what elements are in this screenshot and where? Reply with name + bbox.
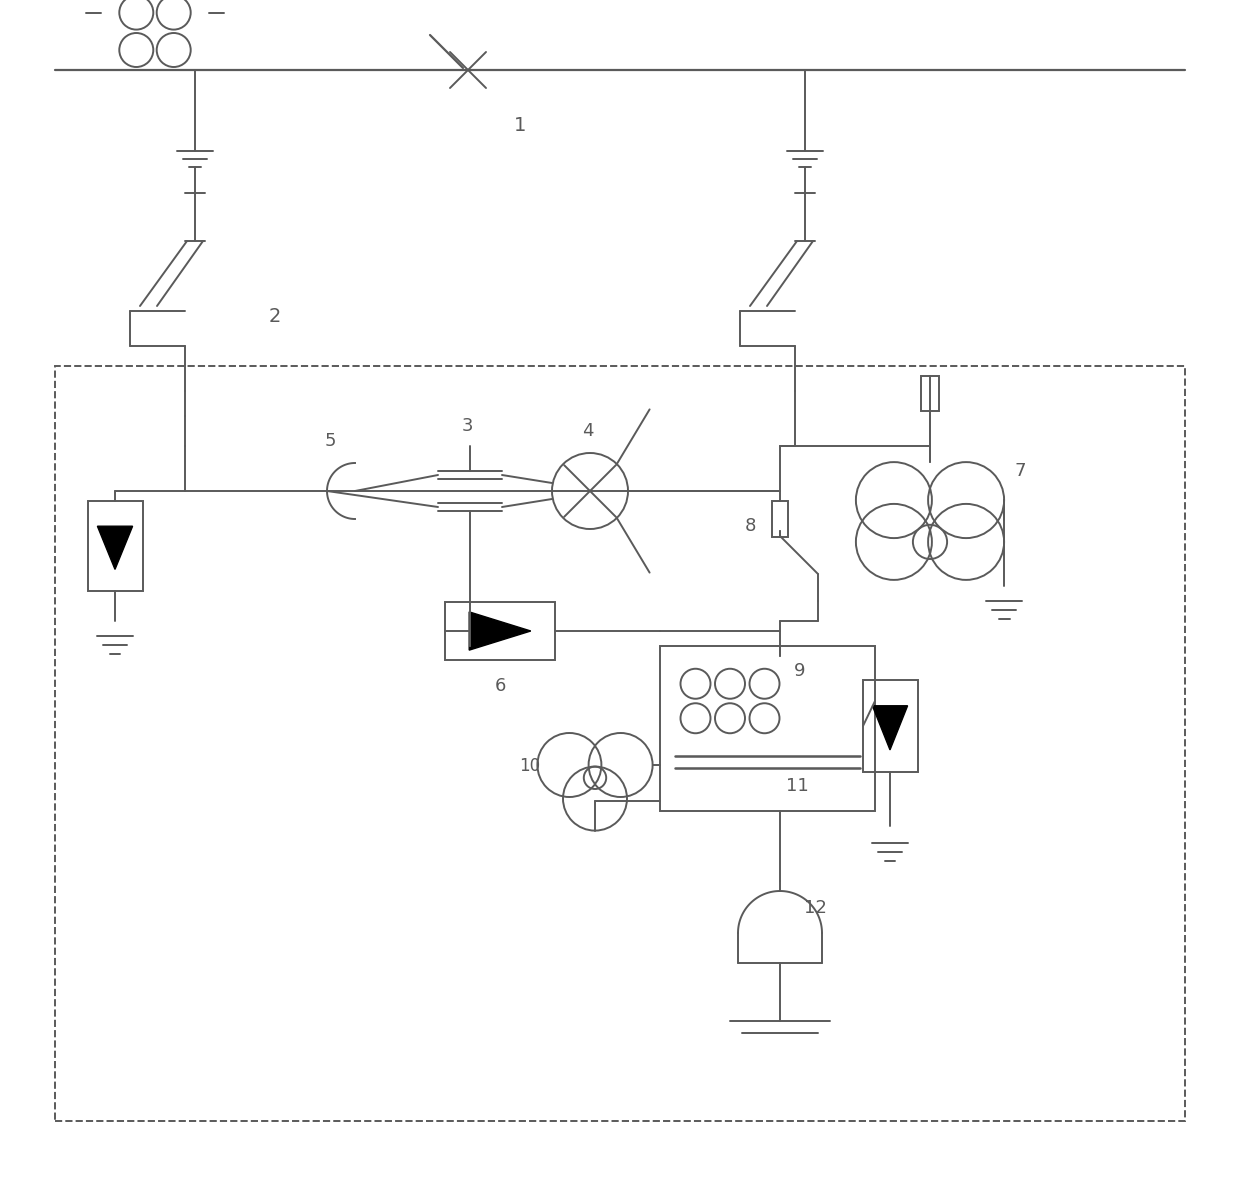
- Bar: [445, 602, 556, 661]
- Bar: [660, 646, 875, 811]
- Text: 4: 4: [583, 422, 594, 440]
- Text: 10: 10: [520, 757, 541, 775]
- Text: 11: 11: [786, 777, 808, 795]
- Text: 7: 7: [1014, 462, 1025, 480]
- Text: 2: 2: [269, 306, 281, 325]
- Bar: [863, 680, 918, 772]
- Text: 8: 8: [744, 516, 755, 534]
- Bar: [773, 501, 787, 537]
- Text: 3: 3: [461, 417, 472, 435]
- Text: 5: 5: [324, 432, 336, 450]
- Text: 9: 9: [795, 662, 806, 680]
- Bar: [88, 501, 143, 591]
- Bar: [55, 366, 1185, 1121]
- Polygon shape: [873, 706, 908, 749]
- Text: 12: 12: [804, 900, 826, 918]
- Polygon shape: [469, 611, 531, 650]
- Text: 1: 1: [513, 115, 526, 135]
- Polygon shape: [98, 526, 133, 569]
- Text: 6: 6: [495, 677, 506, 695]
- Bar: [921, 376, 939, 411]
